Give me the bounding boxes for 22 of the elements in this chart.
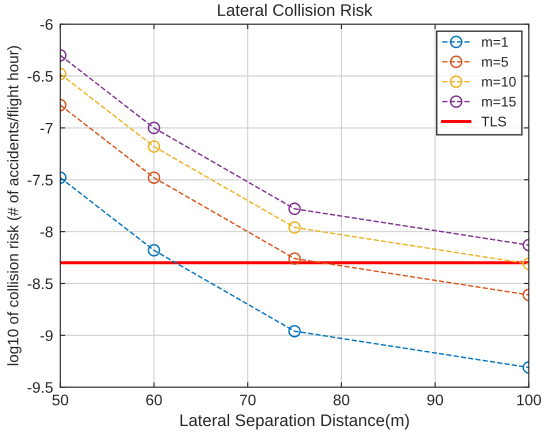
x-tick-label: 90 <box>427 394 444 406</box>
chart-title: Lateral Collision Risk <box>218 4 372 16</box>
x-axis-title: Lateral Separation Distance(m) <box>180 414 409 430</box>
x-tick-label: 100 <box>517 394 541 406</box>
y-tick-label: -8 <box>40 226 53 238</box>
legend-label: m=5 <box>482 57 508 67</box>
y-tick-label: -9.5 <box>28 382 53 393</box>
x-tick-label: 50 <box>52 394 68 406</box>
legend-label: m=15 <box>482 96 516 107</box>
y-axis-title: log10 of collision risk (# of accidents/flight hour) <box>7 46 22 366</box>
x-tick-label: 60 <box>146 394 162 406</box>
x-tick-label: 70 <box>240 394 256 406</box>
y-tick-label: -7 <box>40 122 53 134</box>
legend-label: m=10 <box>482 76 516 87</box>
x-tick-label: 80 <box>334 394 350 406</box>
y-tick-label: -8.5 <box>28 278 53 290</box>
legend-label: TLS <box>482 116 506 126</box>
y-tick-label: -6 <box>40 19 53 30</box>
y-tick-label: -9 <box>40 330 53 342</box>
y-tick-label: -7.5 <box>28 174 53 186</box>
legend-label: m=1 <box>482 37 508 47</box>
y-tick-label: -6.5 <box>28 70 53 82</box>
